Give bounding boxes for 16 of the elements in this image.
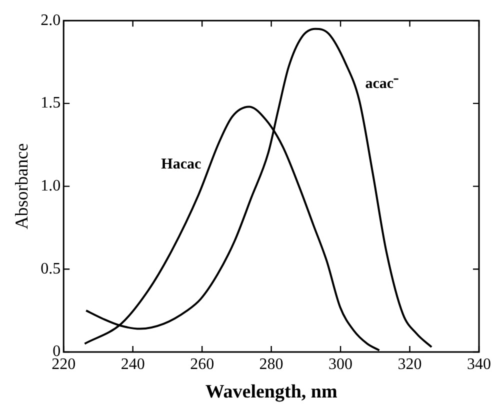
- y-tick-label: 1.0: [40, 178, 61, 195]
- x-axis-title: Wavelength, nm: [205, 382, 338, 403]
- x-tick-label: 260: [190, 356, 214, 373]
- series-label: acac⁻: [365, 76, 399, 92]
- y-tick-label: 2.0: [40, 12, 61, 29]
- x-tick-label: 340: [467, 356, 491, 373]
- x-tick-label: 220: [52, 356, 76, 373]
- line-series: [85, 28, 433, 348]
- y-tick-label: 1.5: [40, 94, 61, 112]
- x-tick-label: 300: [328, 356, 353, 373]
- series-label: Hacac: [161, 156, 202, 173]
- y-axis-title: Absorbance: [12, 143, 32, 230]
- x-tick-label: 320: [398, 356, 422, 373]
- x-tick-label: 280: [259, 356, 284, 373]
- y-tick-label: 0.5: [40, 260, 61, 278]
- x-tick-label: 240: [120, 356, 145, 373]
